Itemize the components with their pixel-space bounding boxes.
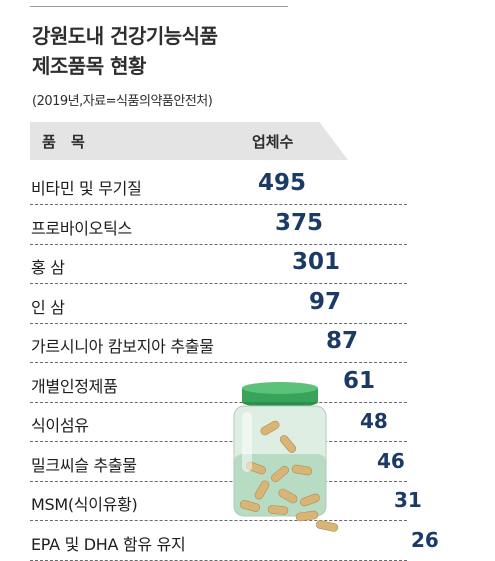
row-value: 61 [343,367,376,394]
row-value: 301 [292,249,341,275]
row-label: 식이섬유 [31,416,89,435]
row-value: 26 [411,527,439,552]
column-header-item: 품 목 [42,133,90,151]
row-divider [30,243,407,245]
source-note: (2019년,자료=식품의약품안전처) [32,94,213,109]
row-divider [30,283,407,284]
table-row: 개별인정제품 61 [0,364,495,403]
row-label: EPA 및 DHA 함유 유지 [31,534,186,554]
row-value: 87 [326,328,359,354]
column-header-count: 업체수 [252,133,294,151]
row-label: 프로바이오틱스 [31,218,132,238]
top-rule [30,6,288,7]
row-value: 48 [360,409,388,433]
row-label: 밀크씨슬 추출물 [31,455,137,475]
row-divider [30,204,407,205]
row-label: 홍 삼 [31,258,65,277]
table-row: 홍 삼 301 [0,245,495,284]
row-value: 97 [309,288,342,315]
row-label: 개별인정제품 [31,376,118,396]
row-value: 31 [394,488,422,512]
row-divider [30,559,407,561]
row-label: 비타민 및 무기질 [31,179,142,198]
row-label: 인 삼 [31,297,65,317]
table-row: 가르시니아 캄보지아 추출물 87 [0,324,495,363]
row-divider [30,401,407,403]
table-header-bar [30,122,348,160]
row-label: MSM(식이유황) [31,495,138,514]
supplement-bottle-illustration [233,382,339,532]
row-value: 375 [275,209,324,236]
row-divider [30,520,407,521]
row-divider [30,480,407,482]
table-row: MSM(식이유황) 31 [0,482,495,521]
chart-title: 강원도내 건강기능식품 [32,24,218,48]
row-value: 495 [258,170,307,196]
table-row: 비타민 및 무기질 495 [0,166,495,205]
row-value: 46 [377,448,405,473]
row-label: 가르시니아 캄보지아 추출물 [31,337,214,356]
table-row: 밀크씨슬 추출물 46 [0,443,495,482]
chart-title-line2: 제조품목 현황 [32,54,146,78]
table-row: 인 삼 97 [0,285,495,324]
table-row: 프로바이오틱스 375 [0,206,495,245]
table-row: 식이섬유 48 [0,403,495,442]
row-divider [30,441,407,442]
row-divider [30,362,407,363]
row-divider [30,322,407,324]
